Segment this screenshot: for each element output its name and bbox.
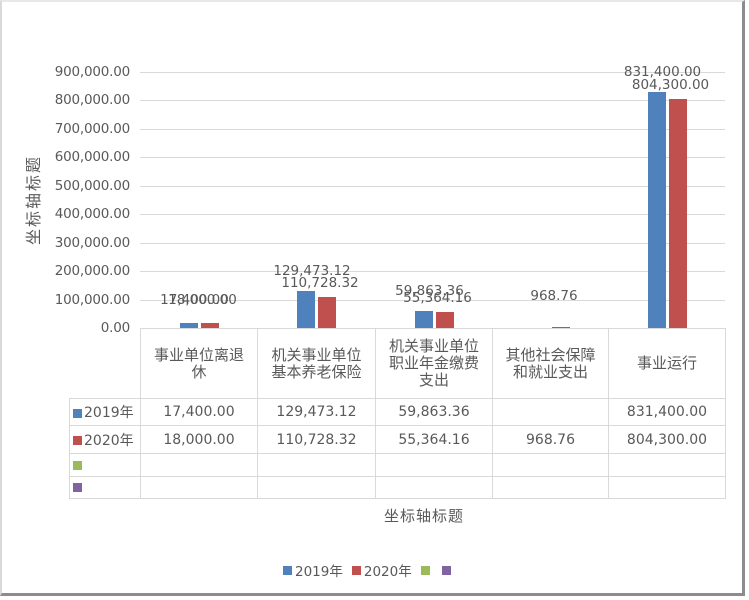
table-cell (140, 453, 258, 477)
legend-swatch-icon (420, 565, 430, 575)
bar-2019年-4[interactable] (647, 91, 666, 328)
legend-key-icon (73, 408, 82, 418)
category-header: 其他社会保障 和就业支出 (492, 328, 609, 399)
legend-item[interactable] (441, 565, 454, 575)
table-cell (492, 453, 609, 477)
gridline (140, 100, 725, 101)
series-row-header: 2019年 (69, 398, 141, 426)
y-tick-label: 400,000.00 (54, 206, 130, 223)
x-axis-title[interactable]: 坐标轴标题 (384, 507, 465, 525)
legend-label: 2019年 (295, 564, 343, 580)
bar-2019年-2[interactable] (414, 310, 433, 328)
table-cell: 17,400.00 (140, 398, 258, 426)
table-cell (492, 398, 609, 426)
category-header: 机关事业单位 基本养老保险 (257, 328, 376, 399)
legend-label: 2020年 (363, 564, 412, 580)
table-cell (257, 476, 376, 499)
y-tick-label: 700,000.00 (54, 120, 130, 137)
table-cell: 18,000.00 (140, 425, 258, 454)
data-label: 129,473.12 (273, 263, 351, 280)
table-row: 2020年 18,000.00 110,728.32 55,364.16 968.76 8… (69, 425, 726, 454)
series-row-header: 2020年 (69, 425, 141, 454)
bar-2020年-3[interactable] (552, 327, 570, 328)
gridline (140, 271, 725, 272)
gridline (140, 72, 725, 73)
table-cell: 831,400.00 (608, 398, 726, 426)
table-cell (375, 453, 493, 477)
series-row-header (69, 453, 141, 477)
gridline (140, 157, 725, 158)
y-tick-label: 600,000.00 (54, 149, 130, 166)
bar-2019年-1[interactable] (297, 291, 315, 328)
table-cell (492, 476, 609, 499)
data-table[interactable]: 事业单位离退休机关事业单位 基本养老保险 机关事业单位 职业年金缴费 支出 其他社会保障和… (69, 328, 726, 499)
legend[interactable]: 2019年 2020年 (283, 560, 460, 580)
table-corner (70, 329, 141, 399)
gridline (140, 214, 725, 215)
gridline (140, 186, 725, 187)
y-tick-label: 800,000.00 (54, 92, 130, 109)
table-cell: 968.76 (492, 425, 609, 454)
table-cell (375, 476, 493, 499)
data-label: 804,300.00 (631, 77, 710, 94)
legend-key-icon (73, 436, 82, 445)
table-cell (608, 453, 726, 477)
legend-key-icon (73, 460, 82, 470)
bar-2020年-4[interactable] (668, 99, 687, 328)
bar-2020年-0[interactable] (200, 322, 219, 328)
y-axis-title[interactable]: 坐标轴标题 (24, 154, 43, 246)
data-label: 18,000.00 (168, 292, 237, 308)
category-header: 机关事业单位 职业年金缴费 支出 (375, 328, 493, 399)
table-cell: 110,728.32 (257, 425, 376, 454)
category-header: 事业单位离退休 (140, 328, 258, 399)
y-tick-label: 200,000.00 (54, 263, 130, 280)
table-cell: 59,863.36 (375, 398, 493, 426)
table-row (69, 453, 726, 477)
legend-swatch-icon (283, 565, 292, 575)
y-tick-label: 0.00 (100, 320, 130, 336)
legend-swatch-icon (441, 565, 451, 575)
gridline (140, 243, 725, 244)
data-label: 110,728.32 (281, 274, 359, 291)
bar-2020年-2[interactable] (435, 312, 454, 328)
table-cell (140, 476, 258, 499)
legend-swatch-icon (351, 565, 361, 575)
table-cell: 804,300.00 (608, 425, 726, 454)
table-cell: 55,364.16 (375, 425, 493, 454)
legend-item[interactable]: 2020年 (351, 560, 412, 580)
data-label: 968.76 (530, 288, 578, 304)
table-cell: 129,473.12 (257, 398, 376, 426)
y-tick-label: 900,000.00 (54, 64, 130, 80)
legend-item[interactable]: 2019年 (283, 560, 343, 580)
bar-2019年-0[interactable] (179, 323, 198, 328)
data-label: 17,400.00 (160, 292, 229, 308)
gridline (140, 300, 725, 301)
data-label: 55,364.16 (403, 290, 472, 307)
table-row (69, 476, 726, 499)
category-header: 事业运行 (608, 328, 726, 399)
y-tick-label: 300,000.00 (54, 234, 130, 251)
y-tick-label: 100,000.00 (54, 291, 130, 308)
data-label: 831,400.00 (623, 63, 702, 80)
table-cell (257, 453, 376, 477)
legend-key-icon (73, 483, 82, 492)
legend-item[interactable] (420, 565, 433, 575)
gridline (140, 129, 725, 130)
table-row: 2019年 17,400.00 129,473.12 59,863.36 831,400… (69, 398, 726, 426)
data-label: 59,863.36 (395, 282, 464, 299)
bar-2020年-1[interactable] (318, 296, 336, 328)
table-cell (608, 476, 726, 499)
series-row-header (69, 476, 141, 499)
y-tick-label: 500,000.00 (54, 177, 130, 194)
